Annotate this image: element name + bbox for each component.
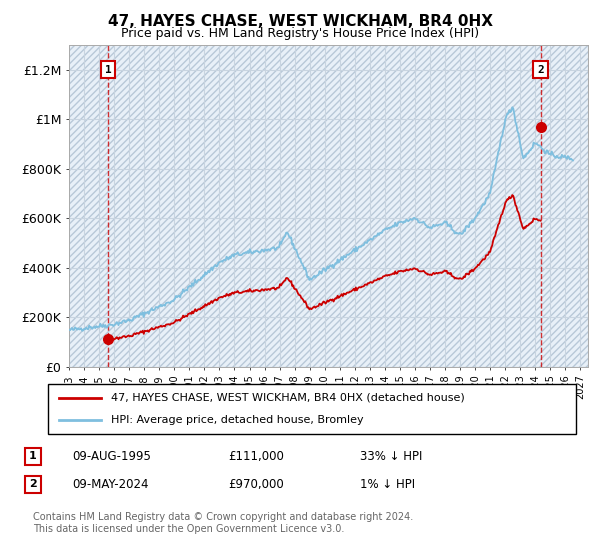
Text: HPI: Average price, detached house, Bromley: HPI: Average price, detached house, Brom…	[112, 415, 364, 425]
Text: 33% ↓ HPI: 33% ↓ HPI	[360, 450, 422, 463]
Text: 09-MAY-2024: 09-MAY-2024	[72, 478, 149, 491]
Text: 47, HAYES CHASE, WEST WICKHAM, BR4 0HX (detached house): 47, HAYES CHASE, WEST WICKHAM, BR4 0HX (…	[112, 393, 465, 403]
Text: 1: 1	[29, 451, 37, 461]
Text: 09-AUG-1995: 09-AUG-1995	[72, 450, 151, 463]
Text: 2: 2	[29, 479, 37, 489]
Text: 1% ↓ HPI: 1% ↓ HPI	[360, 478, 415, 491]
Text: 1: 1	[105, 64, 112, 74]
Text: £970,000: £970,000	[228, 478, 284, 491]
Text: 47, HAYES CHASE, WEST WICKHAM, BR4 0HX: 47, HAYES CHASE, WEST WICKHAM, BR4 0HX	[107, 14, 493, 29]
FancyBboxPatch shape	[48, 384, 576, 434]
Text: 2: 2	[538, 64, 544, 74]
Text: £111,000: £111,000	[228, 450, 284, 463]
Text: Price paid vs. HM Land Registry's House Price Index (HPI): Price paid vs. HM Land Registry's House …	[121, 27, 479, 40]
Text: Contains HM Land Registry data © Crown copyright and database right 2024.
This d: Contains HM Land Registry data © Crown c…	[33, 512, 413, 534]
